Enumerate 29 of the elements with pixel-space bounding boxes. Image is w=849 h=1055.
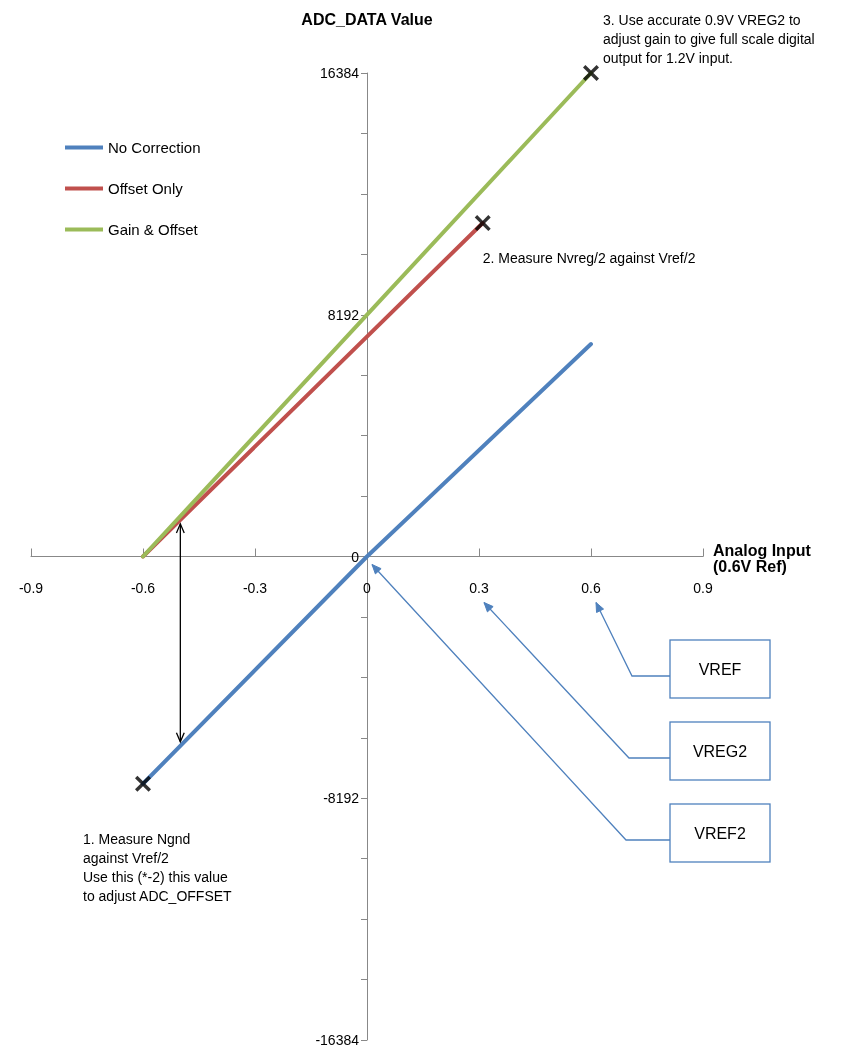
text-box: VREF2	[669, 803, 771, 863]
y-tick-label: 16384	[320, 65, 360, 81]
x-tick-label: 0.9	[693, 579, 713, 596]
y-tick-label: -16384	[315, 1032, 360, 1048]
point	[583, 65, 599, 81]
annotation: 3. Use accurate 0.9V VREG2 to adjust gain to give full scale digital output for 1.2V input.	[603, 12, 815, 66]
annotation: VREF	[698, 661, 742, 678]
annotation: 2. Measure Nvreg/2 against Vref/2	[482, 250, 696, 267]
x-tick-label: 0.6	[581, 579, 601, 596]
annotation: 1. Measure Ngnd against Vref/2 Use this (*-2) this value to adjust ADC_OFFSET	[83, 830, 233, 904]
x-tick-label: -0.3	[242, 579, 268, 596]
y-tick-label: 0	[351, 548, 360, 565]
x-axis-title: Analog Input (0.6V Ref)	[713, 542, 812, 575]
legend-label: Gain & Offset	[108, 221, 199, 238]
x-tick-label: -0.9	[18, 579, 44, 596]
y-axis-title: ADC_DATA Value	[301, 10, 433, 28]
legend-label: Offset Only	[108, 180, 184, 197]
text-box: VREF	[669, 639, 771, 699]
x-tick-label: 0	[363, 579, 372, 596]
legend-label: No Correction	[108, 139, 201, 156]
x-tick-label: -0.6	[130, 579, 156, 596]
annotation: VREF2	[694, 825, 746, 842]
x-tick-label: 0.3	[469, 579, 489, 596]
y-tick-label: -8192	[323, 790, 360, 807]
point	[135, 775, 151, 792]
annotation: VREG2	[692, 743, 748, 760]
point	[474, 215, 491, 232]
y-tick-label: 8192	[327, 306, 360, 323]
text-box: VREG2	[669, 721, 771, 781]
